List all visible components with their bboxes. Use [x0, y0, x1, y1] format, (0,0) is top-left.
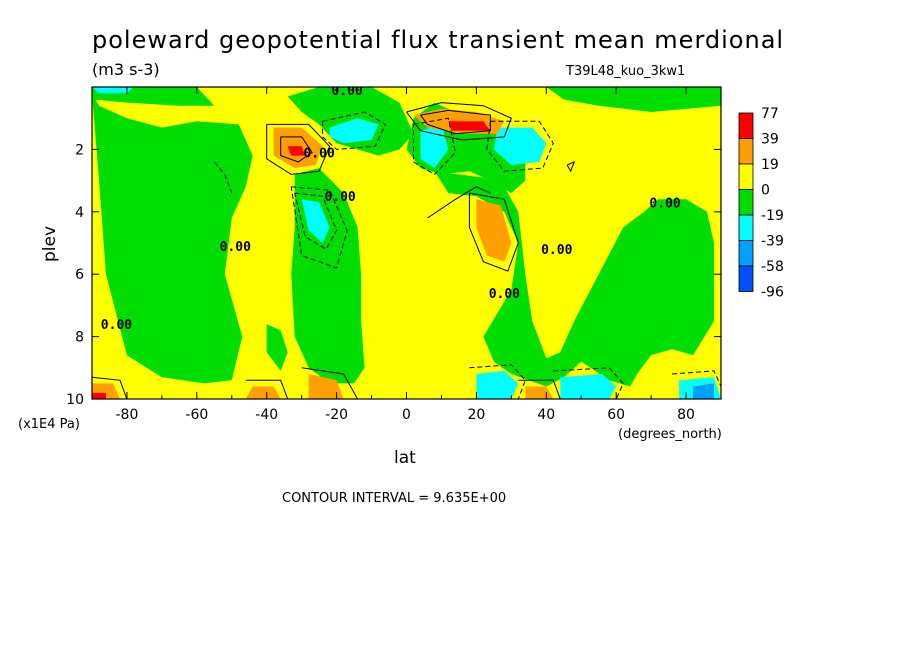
zero-contour-label: 0.00: [331, 84, 362, 99]
x-tick-label: -40: [255, 407, 278, 423]
colorbar: 77 39 19 0 -19 -39 -58 -96: [738, 106, 784, 301]
x-tick-label: 20: [467, 407, 485, 423]
colorbar-label: 19: [761, 157, 779, 173]
zero-contour-label: 0.00: [489, 287, 520, 302]
run-label: T39L48_kuo_3kw1: [565, 64, 685, 79]
negative-contour-line: [413, 117, 456, 176]
x-tick-label: -20: [325, 407, 348, 423]
contour-regions: [92, 87, 721, 399]
contour-region-negative-2: [301, 199, 330, 243]
zero-contour-label: 0.00: [101, 318, 132, 333]
negative-contour-line: [290, 186, 348, 269]
contour-region-negative-1: [654, 330, 669, 350]
colorbar-label: 77: [761, 106, 779, 122]
negative-contour-line: [294, 192, 338, 250]
contour-region-negative-1: [203, 199, 225, 231]
positive-contour-line: [92, 376, 128, 399]
y-axis-label: plev: [40, 226, 60, 262]
zero-contour-label: 0.00: [324, 190, 355, 205]
contour-region-negative-1: [434, 171, 714, 387]
colorbar-label: 0: [761, 183, 770, 199]
x-tick-label: 0: [402, 407, 411, 423]
contour-region-negative-1: [92, 93, 253, 384]
negative-contour-line: [672, 370, 721, 387]
contour-region-negative-1: [616, 327, 631, 350]
x-tick-label: 80: [677, 407, 695, 423]
y-tick-label: 2: [75, 142, 84, 158]
x-tick-label: 60: [607, 407, 625, 423]
x-tick-label: -80: [116, 407, 139, 423]
y-units: (x1E4 Pa): [18, 417, 80, 432]
contour-region-negative-3: [693, 383, 714, 399]
contour-region-negative-1: [266, 324, 288, 371]
colorbar-label: -39: [761, 234, 784, 250]
colorbar-swatch: [738, 265, 754, 292]
contour-interval: CONTOUR INTERVAL = 9.635E+00: [282, 491, 506, 506]
contour-region-negative-1: [546, 87, 721, 112]
contour-region-negative-2: [560, 374, 617, 399]
colorbar-swatch: [738, 214, 754, 241]
chart-units: (m3 s-3): [92, 60, 160, 79]
negative-contour-line: [469, 364, 526, 399]
x-axis-label: lat: [394, 448, 416, 468]
colorbar-swatch: [738, 138, 754, 165]
negative-contour-line: [553, 367, 624, 399]
colorbar-label: -96: [761, 285, 784, 301]
positive-contour-line: [406, 102, 512, 141]
negative-contour-line: [486, 120, 554, 172]
y-tick-label: 6: [75, 267, 84, 283]
x-tick-label: 40: [537, 407, 555, 423]
contour-lines: [92, 102, 721, 399]
positive-contour-line: [301, 367, 359, 399]
positive-contour-line: [468, 192, 519, 272]
contour-region-positive-2: [448, 121, 491, 131]
colorbar-label: -58: [761, 259, 784, 275]
negative-contour-line: [322, 111, 387, 150]
contour-region-positive-2: [287, 146, 306, 156]
colorbar-swatch: [738, 112, 754, 139]
colorbar-label: -19: [761, 208, 784, 224]
x-tick-label: -60: [185, 407, 208, 423]
contour-region-positive-2: [92, 392, 106, 399]
colorbar-swatch: [738, 189, 754, 216]
contour-region-negative-2: [476, 370, 519, 399]
y-axis: 2 4 6 8 10: [66, 142, 721, 408]
x-axis: -80 -60 -40 -20 0 20 40 60 80: [116, 87, 695, 423]
contour-region-negative-2: [493, 127, 547, 165]
positive-contour-line: [280, 136, 313, 163]
negative-contour-line: [213, 161, 233, 194]
zero-contour-label: 0.00: [220, 240, 251, 255]
contour-region-positive-1: [308, 374, 344, 399]
contour-region-negative-2: [92, 87, 134, 94]
positive-contour-line: [427, 186, 491, 219]
zero-contour-label: 0.00: [303, 147, 334, 162]
colorbar-label: 39: [761, 132, 779, 148]
positive-contour-line: [518, 379, 561, 399]
y-tick-label: 4: [75, 205, 84, 221]
contour-region-positive-1: [476, 199, 512, 262]
positive-contour-line: [266, 123, 331, 175]
contour-region-negative-2: [329, 118, 379, 144]
positive-contour-line: [566, 160, 576, 173]
y-tick-label: 10: [66, 392, 84, 408]
contour-region-positive-1: [245, 386, 281, 399]
positive-contour-line: [420, 109, 491, 135]
chart-title: poleward geopotential flux transient mea…: [92, 26, 784, 54]
zero-contour-label: 0.00: [649, 196, 680, 211]
y-tick-label: 8: [75, 330, 84, 346]
positive-contour-line: [245, 379, 289, 399]
zero-contour-labels: 0.00 0.00 0.00 0.00 0.00 0.00 0.00 0.00: [101, 84, 681, 333]
colorbar-swatch: [738, 163, 754, 190]
colorbar-swatch: [738, 240, 754, 267]
x-units: (degrees_north): [618, 427, 722, 442]
zero-contour-label: 0.00: [541, 243, 572, 258]
